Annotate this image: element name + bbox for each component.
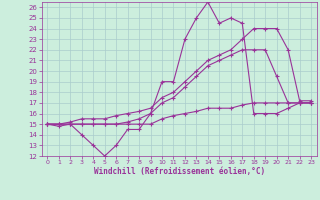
X-axis label: Windchill (Refroidissement éolien,°C): Windchill (Refroidissement éolien,°C): [94, 167, 265, 176]
